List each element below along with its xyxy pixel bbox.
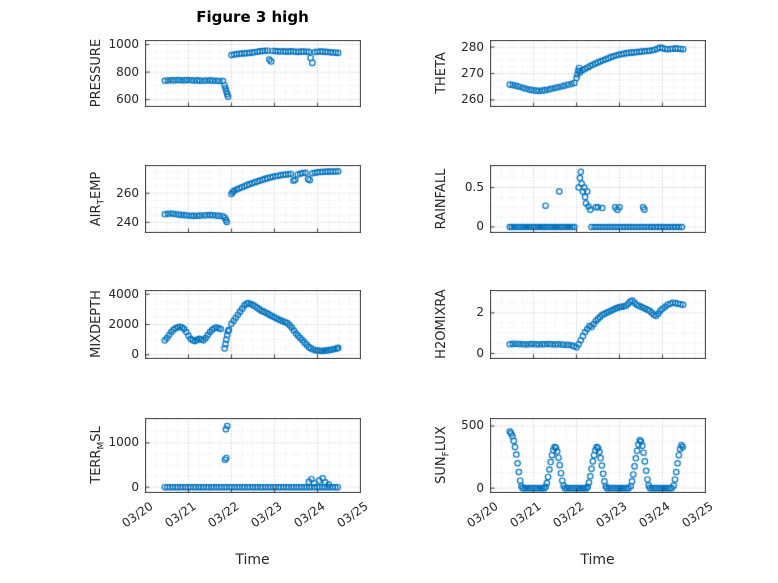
y-tick-label: 260 — [461, 92, 484, 107]
y-tick-label: 0.5 — [464, 180, 484, 195]
y-tick-label: 240 — [116, 214, 139, 229]
y-tick-label: 600 — [116, 92, 139, 107]
rainfall-plot-canvas — [490, 165, 706, 233]
x-tick-label: 03/23 — [593, 499, 631, 531]
y-tick-label: 500 — [461, 418, 484, 433]
mixdepth-plot-canvas — [145, 290, 361, 359]
y-tick-label: 0 — [476, 219, 484, 234]
y-tick-label: 0 — [131, 479, 139, 494]
y-tick-label: 0 — [476, 480, 484, 495]
y-axis-label-sun-flux: SUNFLUX — [433, 355, 452, 555]
y-tick-label: 2 — [476, 305, 484, 320]
x-axis-label-left: Time — [235, 552, 270, 568]
terr-msl-plot-canvas — [145, 418, 361, 493]
x-tick-label: 03/24 — [636, 499, 674, 531]
y-tick-label: 800 — [116, 64, 139, 79]
y-tick-label: 2000 — [108, 317, 139, 331]
ylabel-text: TERR — [89, 449, 104, 484]
ylabel-subscript: F — [441, 451, 452, 457]
x-tick-label: 03/25 — [334, 499, 372, 531]
x-tick-label: 03/20 — [119, 499, 157, 531]
air-temp-plot-canvas — [145, 165, 361, 233]
pressure-plot-canvas — [145, 40, 361, 107]
y-tick-label: 270 — [461, 66, 484, 80]
x-tick-label: 03/24 — [291, 499, 329, 531]
sun-flux-plot-canvas — [490, 418, 706, 493]
x-axis-label-right: Time — [580, 552, 615, 568]
h2omixra-plot-canvas — [490, 290, 706, 359]
x-tick-label: 03/21 — [162, 499, 200, 531]
y-tick-label: 4000 — [108, 286, 139, 301]
y-tick-label: 0 — [131, 347, 139, 362]
y-axis-label-terr-msl: TERRMSL — [88, 355, 107, 555]
x-tick-label: 03/23 — [248, 499, 286, 531]
x-tick-label: 03/22 — [550, 499, 588, 531]
x-tick-label: 03/21 — [507, 499, 545, 531]
x-tick-label: 03/25 — [679, 499, 717, 531]
x-tick-label: 03/20 — [464, 499, 502, 531]
y-tick-label: 0 — [476, 345, 484, 360]
y-tick-label: 1000 — [108, 37, 139, 52]
theta-plot-canvas — [490, 40, 706, 107]
y-tick-label: 1000 — [108, 435, 139, 450]
x-tick-label: 03/22 — [205, 499, 243, 531]
y-tick-label: 260 — [116, 185, 139, 200]
y-tick-label: 280 — [461, 39, 484, 54]
figure-title: Figure 3 high — [196, 8, 309, 26]
